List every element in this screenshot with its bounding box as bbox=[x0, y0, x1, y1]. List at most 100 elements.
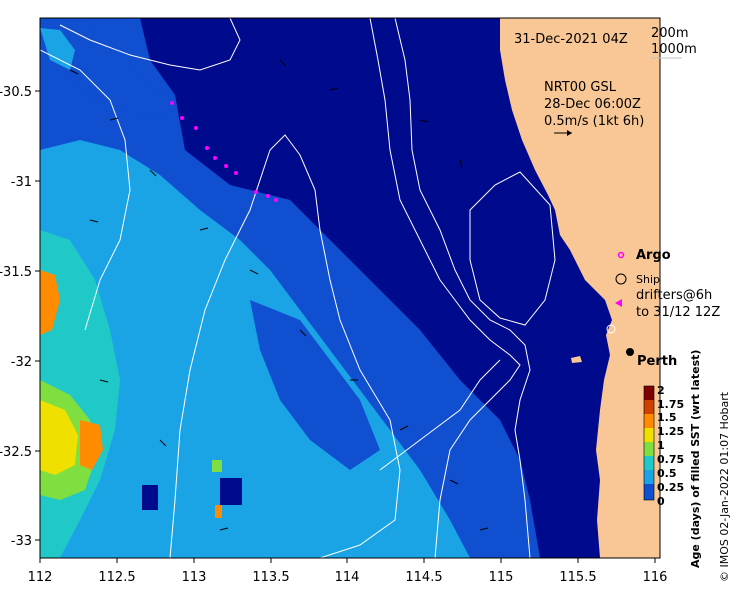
colorbar-tick-label: 0.75 bbox=[657, 453, 684, 466]
current-vectors bbox=[69, 59, 489, 531]
current-product-label: NRT00 GSL bbox=[544, 80, 617, 95]
colorbar-swatch bbox=[644, 428, 654, 442]
x-axis bbox=[39, 558, 656, 563]
perth-label: Perth bbox=[637, 354, 677, 369]
argo-float-marker bbox=[224, 164, 228, 168]
x-tick-label: 114.5 bbox=[405, 570, 442, 585]
ship-marker-on-map bbox=[606, 324, 616, 334]
y-tick-label: -32.5 bbox=[0, 445, 32, 460]
y-tick-label: -31.5 bbox=[0, 265, 32, 280]
current-vector bbox=[109, 117, 119, 121]
argo-float-marker bbox=[194, 126, 198, 130]
colorbar-tick-label: 1.5 bbox=[657, 411, 677, 424]
colorbar-tick-label: 0.25 bbox=[657, 481, 684, 494]
current-vector bbox=[99, 379, 109, 383]
colorbar-tick-label: 2 bbox=[657, 384, 665, 397]
argo-float-marker bbox=[254, 190, 258, 194]
y-tick-label: -33 bbox=[11, 534, 32, 549]
argo-float-marker bbox=[205, 146, 209, 150]
colorbar-tick-label: 1.75 bbox=[657, 398, 684, 411]
ocean-age-1-patch bbox=[212, 460, 222, 472]
colorbar-swatch bbox=[644, 386, 654, 400]
ship-legend-label: Ship bbox=[636, 273, 660, 286]
y-tick-label: -31 bbox=[11, 175, 32, 190]
current-vector bbox=[329, 87, 339, 91]
argo-float-marker bbox=[274, 198, 278, 202]
colorbar-tick-label: 1.25 bbox=[657, 425, 684, 438]
colorbar: 2 1.75 1.5 1.25 1 0.75 0.5 0.25 0 bbox=[643, 384, 684, 508]
colorbar-swatch bbox=[644, 400, 654, 414]
colorbar-swatch bbox=[644, 484, 654, 500]
isobath-contour bbox=[369, 18, 521, 558]
isobath-label-1000m: 1000m bbox=[651, 42, 697, 57]
current-vector bbox=[199, 227, 209, 231]
isobath-contour bbox=[169, 149, 271, 558]
scale-arrow-label: 0.5m/s (1kt 6h) bbox=[544, 114, 644, 129]
drifters-legend-label-2: to 31/12 12Z bbox=[636, 305, 720, 320]
isobath-contour bbox=[394, 18, 531, 558]
y-tick-label: -30.5 bbox=[0, 85, 32, 100]
argo-legend-icon bbox=[617, 251, 625, 259]
ocean-age-0-5-patch bbox=[40, 28, 75, 70]
argo-float-marker bbox=[213, 156, 217, 160]
current-date-label: 28-Dec 06:00Z bbox=[544, 97, 641, 112]
plot-frame bbox=[39, 17, 661, 559]
y-tick-label: -32 bbox=[11, 355, 32, 370]
isobath-contours bbox=[40, 18, 556, 558]
x-tick-label: 115 bbox=[489, 570, 514, 585]
colorbar-tick-label: 1 bbox=[657, 439, 665, 452]
land-western-australia bbox=[500, 18, 660, 558]
colorbar-title: Age (days) of filled SST (wrt latest) bbox=[689, 350, 702, 568]
argo-float-marker bbox=[234, 171, 238, 175]
ocean-age-1-5-patch bbox=[40, 270, 60, 335]
ocean-age-1-5-patch bbox=[215, 505, 222, 518]
credit-label: © IMOS 02-Jan-2022 01:07 Hobart bbox=[718, 391, 731, 582]
argo-float-marker bbox=[180, 116, 184, 120]
current-vector bbox=[149, 169, 157, 177]
timestamp-label: 31-Dec-2021 04Z bbox=[514, 32, 628, 47]
ship-legend-icon bbox=[615, 273, 627, 285]
ocean-age-0-patch bbox=[142, 485, 158, 510]
perth-marker bbox=[626, 348, 634, 356]
isobath-contour bbox=[469, 171, 556, 326]
argo-legend-label: Argo bbox=[636, 248, 671, 263]
current-vector bbox=[479, 527, 489, 531]
colorbar-swatch bbox=[644, 414, 654, 428]
current-vector bbox=[279, 59, 287, 67]
scale-arrow-icon bbox=[554, 130, 572, 136]
x-tick-label: 113 bbox=[182, 570, 207, 585]
x-tick-label: 113.5 bbox=[252, 570, 289, 585]
argo-float-marker bbox=[266, 194, 270, 198]
drifters-legend-label-1: drifters@6h bbox=[636, 288, 712, 303]
argo-floats bbox=[170, 101, 278, 202]
y-axis bbox=[35, 90, 40, 541]
ocean-age-0-patch bbox=[220, 478, 242, 505]
ocean-age-0-25-intrusion bbox=[250, 300, 380, 470]
isobath-contour bbox=[269, 134, 401, 558]
current-vector bbox=[159, 439, 167, 447]
x-tick-label: 116 bbox=[643, 570, 668, 585]
current-vector bbox=[219, 527, 229, 531]
current-vector bbox=[399, 425, 409, 431]
colorbar-tick-label: 0.5 bbox=[657, 467, 677, 480]
current-vector bbox=[449, 479, 459, 485]
colorbar-swatch bbox=[644, 456, 654, 470]
current-vector bbox=[89, 219, 99, 223]
colorbar-frame bbox=[643, 385, 655, 501]
x-tick-label: 114 bbox=[335, 570, 360, 585]
ocean-age-1-5-patch bbox=[80, 420, 103, 470]
x-tick-label: 115.5 bbox=[559, 570, 596, 585]
colorbar-swatch bbox=[644, 442, 654, 456]
ocean-age-1-25-region bbox=[40, 400, 78, 475]
colorbar-tick-label: 0 bbox=[657, 495, 665, 508]
current-vector bbox=[419, 119, 429, 123]
isobath-contour bbox=[40, 49, 131, 331]
current-vector bbox=[459, 159, 463, 169]
x-tick-label: 112 bbox=[28, 570, 53, 585]
ocean-age-0-25-patch bbox=[40, 20, 175, 120]
isobath-contour bbox=[379, 359, 501, 471]
drifter-legend-icon bbox=[615, 299, 622, 307]
current-vector bbox=[69, 69, 79, 75]
rottnest-island bbox=[571, 356, 582, 363]
